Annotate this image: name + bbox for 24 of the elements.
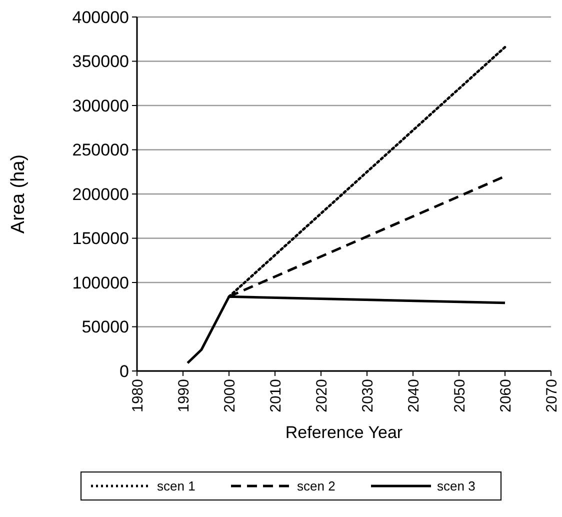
x-tick-label: 2020 (313, 379, 330, 412)
legend-label: scen 3 (437, 478, 476, 494)
x-axis-title: Reference Year (285, 423, 403, 442)
y-tick-label: 400000 (72, 8, 129, 27)
legend-label: scen 1 (157, 478, 196, 494)
y-tick-label: 0 (120, 362, 129, 381)
legend-label: scen 2 (297, 478, 336, 494)
x-tick-label: 2040 (405, 379, 422, 412)
y-tick-label: 200000 (72, 184, 129, 204)
y-tick-label: 50000 (82, 318, 129, 337)
x-tick-label: 1990 (175, 379, 192, 412)
y-tick-label: 300000 (72, 96, 129, 116)
x-tick-label: 2000 (221, 379, 238, 412)
x-tick-label: 2010 (267, 379, 284, 412)
y-tick-label: 350000 (72, 52, 129, 72)
y-tick-label: 150000 (72, 229, 129, 248)
x-tick-label: 2060 (497, 379, 514, 412)
y-axis-title: Area (ha) (8, 154, 29, 234)
x-tick-label: 2030 (359, 379, 376, 412)
y-tick-label: 250000 (72, 140, 129, 160)
y-tick-label: 100000 (72, 273, 129, 292)
x-tick-label: 1980 (129, 379, 146, 412)
x-tick-label: 2050 (451, 379, 468, 412)
x-tick-label: 2070 (543, 379, 560, 412)
